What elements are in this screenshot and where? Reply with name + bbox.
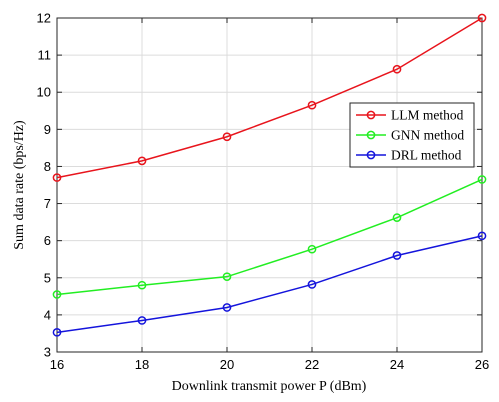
y-tick-label: 4	[44, 307, 51, 322]
y-tick-label: 3	[44, 345, 51, 360]
x-axis-label: Downlink transmit power P (dBm)	[172, 379, 367, 394]
legend-label: LLM method	[391, 108, 464, 123]
grid	[56, 17, 483, 353]
drl-method-marker	[137, 316, 147, 325]
drl-method-marker	[222, 303, 232, 312]
gnn-method-marker	[137, 280, 147, 290]
axis-ticks	[56, 17, 483, 353]
legend-item-gnn-method: GNN method	[356, 128, 464, 143]
y-tick-label: 6	[44, 233, 51, 248]
y-tick-label: 5	[44, 270, 51, 285]
x-tick-label: 24	[390, 357, 404, 372]
drl-method-marker	[477, 231, 487, 241]
drl-method-marker	[52, 327, 62, 337]
llm-method-line	[56, 17, 483, 179]
plot-area-border	[56, 17, 483, 353]
x-tick-labels: 16 18 20 22 24 26	[50, 357, 489, 372]
legend-label: DRL method	[391, 148, 462, 163]
llm-method-marker	[222, 132, 232, 142]
gnn-method-marker	[477, 175, 487, 184]
x-tick-label: 16	[50, 357, 64, 372]
llm-method-marker	[477, 13, 487, 23]
y-tick-label: 8	[44, 159, 51, 174]
gnn-method-line	[56, 178, 483, 296]
x-tick-label: 26	[475, 357, 489, 372]
llm-method-series	[52, 13, 487, 182]
llm-method-marker	[52, 173, 62, 182]
legend-label: GNN method	[391, 128, 464, 143]
llm-method-marker	[137, 156, 147, 166]
y-tick-label: 9	[44, 122, 51, 137]
drl-method-marker	[307, 280, 317, 289]
legend-swatch-marker	[366, 150, 376, 160]
x-tick-label: 22	[305, 357, 319, 372]
gnn-method-marker	[392, 213, 402, 223]
llm-method-marker	[307, 100, 317, 110]
drl-method-line	[56, 235, 483, 334]
legend: LLM method GNN method DRL method	[349, 102, 475, 168]
y-axis-label: Sum data rate (bps/Hz)	[12, 120, 27, 250]
series-layer	[52, 13, 487, 337]
y-tick-label: 11	[38, 48, 52, 63]
legend-item-llm-method: LLM method	[356, 108, 464, 123]
gnn-method-marker	[307, 244, 317, 254]
legend-swatch-marker	[366, 110, 376, 120]
y-tick-label: 12	[37, 11, 51, 26]
gnn-method-marker	[52, 290, 62, 299]
drl-method-marker	[392, 251, 402, 260]
y-tick-label: 7	[44, 196, 51, 211]
drl-method-series	[52, 231, 487, 337]
legend-item-drl-method: DRL method	[356, 148, 462, 163]
y-tick-labels: 3 4 5 6 7 8 9 10 11 12	[37, 11, 51, 360]
gnn-method-marker	[222, 272, 232, 282]
y-tick-label: 10	[37, 85, 51, 100]
x-tick-label: 18	[135, 357, 149, 372]
llm-method-marker	[392, 64, 402, 74]
legend-swatch-marker	[366, 130, 376, 140]
x-tick-label: 20	[220, 357, 234, 372]
gnn-method-series	[52, 175, 487, 299]
